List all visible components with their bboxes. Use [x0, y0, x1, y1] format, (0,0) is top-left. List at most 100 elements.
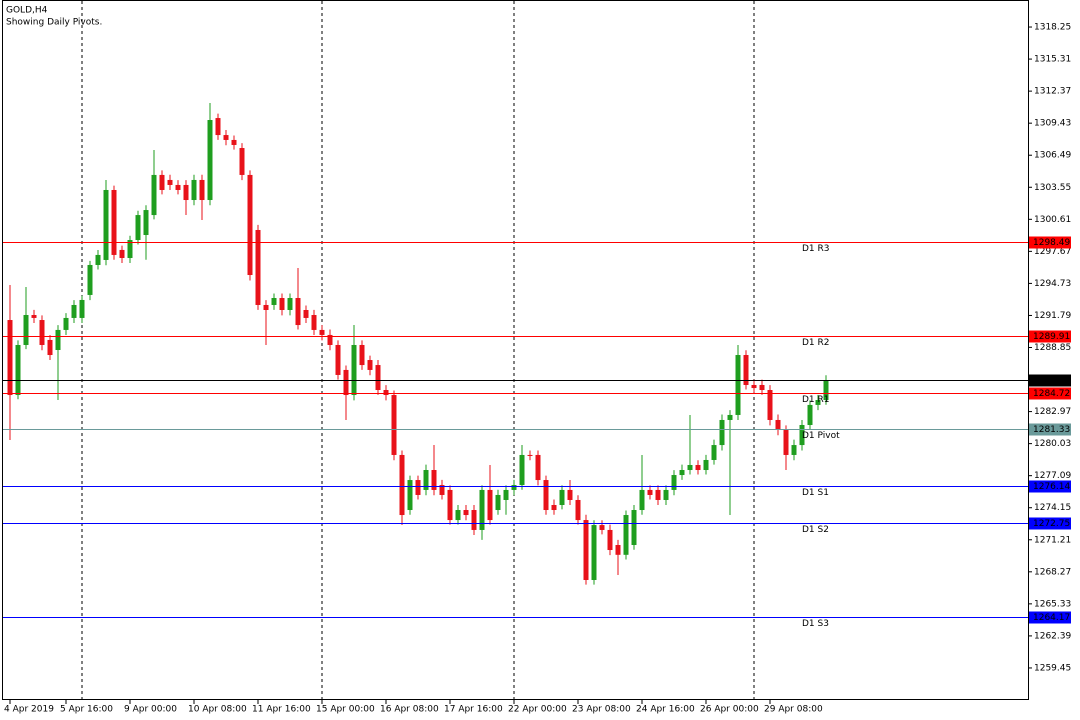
- candle-body: [743, 355, 749, 385]
- x-tick-label: 11 Apr 16:00: [252, 705, 311, 715]
- pivot-label: D1 Pivot: [802, 431, 840, 441]
- candle-body: [767, 390, 773, 420]
- candle-body: [439, 485, 445, 495]
- candle-body: [375, 365, 381, 391]
- candle-body: [607, 529, 613, 551]
- price-tag-label: 1264.17: [1033, 613, 1070, 623]
- candle-body: [679, 470, 685, 476]
- y-tick-label: 1312.37: [1034, 87, 1071, 97]
- candle-body: [191, 179, 197, 201]
- candle-body: [231, 139, 237, 145]
- candle-body: [703, 459, 709, 471]
- candle-body: [103, 189, 109, 260]
- candle-body: [279, 298, 285, 310]
- candle-body: [823, 380, 829, 401]
- price-tag: [1029, 611, 1071, 624]
- y-tick-label: 1318.25: [1034, 23, 1071, 33]
- candle-body: [583, 520, 589, 580]
- x-tick-label: 5 Apr 16:00: [60, 705, 113, 715]
- candle-body: [783, 430, 789, 455]
- price-tag-label: 1289.91: [1033, 332, 1070, 342]
- candle-body: [567, 489, 573, 500]
- candle-body: [511, 485, 517, 490]
- candle-body: [7, 320, 13, 396]
- x-tick-label: 16 Apr 08:00: [380, 705, 439, 715]
- candle-body: [367, 360, 373, 370]
- y-tick-label: 1265.33: [1034, 599, 1071, 609]
- candle-body: [623, 515, 629, 555]
- candle-body: [215, 118, 221, 136]
- candle-body: [687, 464, 693, 471]
- candle-body: [551, 504, 557, 511]
- pivot-label: D1 S3: [802, 619, 829, 629]
- period-separators: [81, 1, 755, 699]
- candle-body: [727, 414, 733, 420]
- y-tick-label: 1315.31: [1034, 55, 1071, 65]
- pivot-label: D1 R1: [802, 395, 830, 405]
- candle-body: [775, 419, 781, 431]
- pivot-label: D1 S2: [802, 525, 829, 535]
- price-tag: [1029, 330, 1071, 343]
- candle-body: [207, 120, 213, 201]
- candle-body: [751, 384, 757, 389]
- candle-body: [151, 174, 157, 216]
- candle-body: [415, 480, 421, 495]
- candle-body: [495, 494, 501, 511]
- y-tick-label: 1309.43: [1034, 119, 1071, 129]
- candle-body: [719, 419, 725, 446]
- y-tick-label: 1262.39: [1034, 631, 1071, 641]
- candle-body: [383, 390, 389, 396]
- candle-body: [695, 464, 701, 471]
- candle-body: [31, 315, 37, 318]
- candle-body: [23, 315, 29, 345]
- candle-body: [615, 545, 621, 555]
- candle-body: [487, 489, 493, 521]
- x-tick-label: 26 Apr 00:00: [700, 705, 759, 715]
- candle-body: [663, 489, 669, 500]
- price-tag: [1029, 423, 1071, 436]
- candle-body: [559, 489, 565, 505]
- candle-body: [431, 470, 437, 490]
- pivot-label: D1 R2: [802, 338, 830, 348]
- y-tick-label: 1303.55: [1034, 183, 1071, 193]
- x-tick-label: 24 Apr 16:00: [636, 705, 695, 715]
- candle-body: [79, 299, 85, 318]
- y-tick-label: 1259.45: [1034, 663, 1071, 673]
- x-tick-label: 22 Apr 00:00: [508, 705, 567, 715]
- price-tag-label: 1284.72: [1033, 389, 1070, 399]
- candle-body: [407, 480, 413, 511]
- candle-body: [95, 254, 101, 265]
- candle-body: [239, 148, 245, 175]
- candle-body: [639, 489, 645, 511]
- candle-body: [447, 489, 453, 521]
- candle-body: [759, 384, 765, 391]
- price-tag-label: 1281.33: [1033, 425, 1070, 435]
- candle-body: [815, 400, 821, 405]
- candle-body: [335, 344, 341, 375]
- candle-body: [287, 298, 293, 310]
- chart-subtitle: Showing Daily Pivots.: [6, 18, 102, 28]
- price-tag: [1029, 517, 1071, 530]
- candle-body: [535, 454, 541, 481]
- candle-body: [87, 264, 93, 295]
- price-tag: [1029, 480, 1071, 493]
- candle-body: [119, 249, 125, 259]
- candle-body: [311, 315, 317, 330]
- x-tick-label: 9 Apr 00:00: [124, 705, 177, 715]
- candle-body: [631, 510, 637, 546]
- y-tick-label: 1277.09: [1034, 471, 1071, 481]
- candle-body: [599, 525, 605, 530]
- candle-body: [543, 480, 549, 511]
- candle-body: [111, 189, 117, 255]
- y-tick-label: 1291.79: [1034, 311, 1071, 321]
- candle-body: [55, 329, 61, 350]
- y-tick-label: 1274.15: [1034, 503, 1071, 513]
- candle-body: [199, 179, 205, 201]
- candle-body: [359, 344, 365, 366]
- candle-body: [519, 454, 525, 486]
- candle-body: [47, 339, 53, 356]
- candle-body: [295, 298, 301, 326]
- y-tick-label: 1288.85: [1034, 343, 1071, 353]
- candle-body: [63, 317, 69, 330]
